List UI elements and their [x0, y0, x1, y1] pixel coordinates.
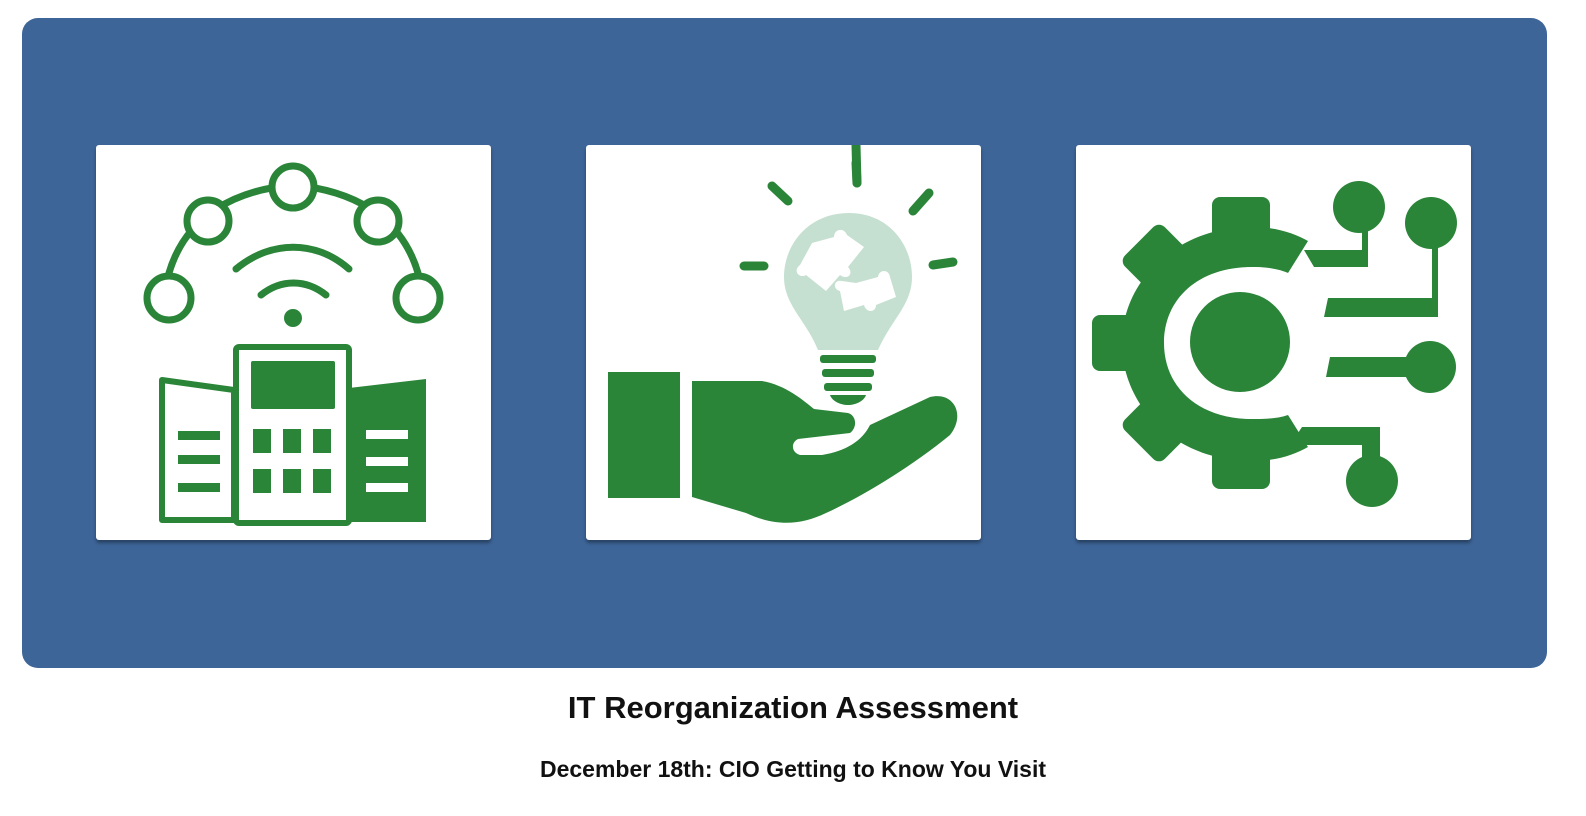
page-subtitle: December 18th: CIO Getting to Know You V… [539, 756, 1047, 782]
gear-circuit-icon [1092, 181, 1457, 507]
hero-banner [22, 18, 1547, 668]
card-idea-hand [586, 145, 981, 540]
hand-holding-idea-bulb-icon [608, 145, 958, 523]
card-smart-building [96, 145, 491, 540]
card-gear-circuit [1076, 145, 1471, 540]
page-title: IT Reorganization Assessment [567, 690, 1019, 725]
smart-building-network-icon [143, 162, 444, 526]
